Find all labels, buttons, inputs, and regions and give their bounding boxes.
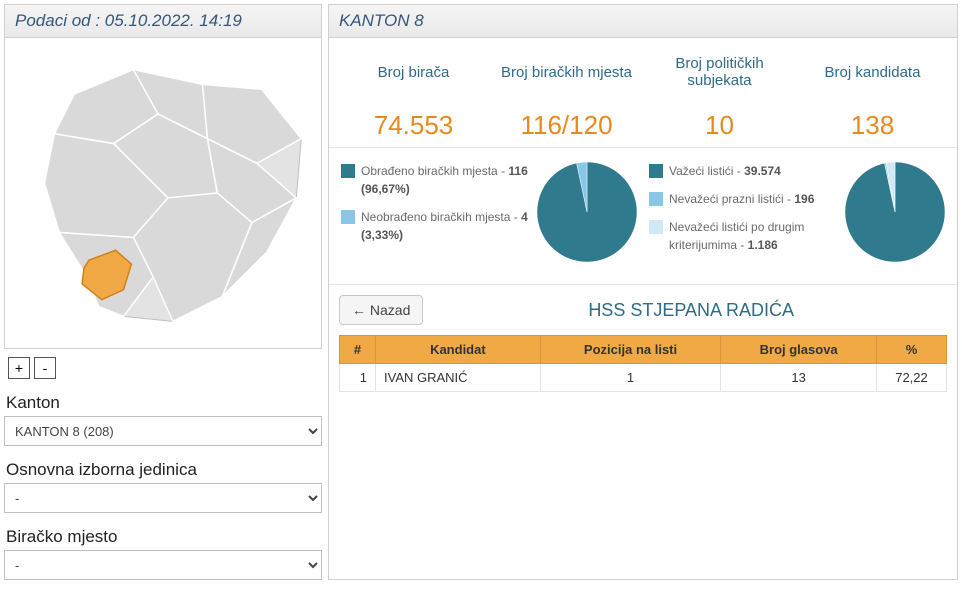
bosnia-map-svg <box>5 38 321 348</box>
kanton-label: Kanton <box>6 393 322 413</box>
legend-item: Obrađeno biračkih mjesta - 116 (96,67%) <box>341 162 529 198</box>
oij-label: Osnovna izborna jedinica <box>6 460 322 480</box>
cell-pos: 1 <box>540 364 721 392</box>
legend-text: Neobrađeno biračkih mjesta - 4 (3,33%) <box>361 208 529 244</box>
stat-value: 74.553 <box>337 110 490 141</box>
back-button-label: Nazad <box>370 302 410 318</box>
col-votes: Broj glasova <box>721 336 877 364</box>
table-row[interactable]: 1IVAN GRANIĆ11372,22 <box>340 364 947 392</box>
legend-text: Nevažeći listići po drugim kriterijumima… <box>669 218 837 254</box>
legend-item: Važeći listići - 39.574 <box>649 162 837 180</box>
candidate-table: # Kandidat Pozicija na listi Broj glasov… <box>339 335 947 392</box>
oij-select[interactable]: - <box>4 483 322 513</box>
stat-cell: Broj birača 74.553 <box>337 52 490 141</box>
bm-label: Biračko mjesto <box>6 527 322 547</box>
legend-swatch <box>649 192 663 206</box>
legend-swatch <box>649 220 663 234</box>
col-pct: % <box>877 336 947 364</box>
stat-value: 10 <box>643 110 796 141</box>
pie-ballots <box>845 162 945 262</box>
stat-cell: Broj političkih subjekata 10 <box>643 52 796 141</box>
legend-text: Nevažeći prazni listići - 196 <box>669 190 814 208</box>
legend-text: Obrađeno biračkih mjesta - 116 (96,67%) <box>361 162 529 198</box>
legend-text: Važeći listići - 39.574 <box>669 162 781 180</box>
region-header: KANTON 8 <box>329 5 957 38</box>
legend-item: Neobrađeno biračkih mjesta - 4 (3,33%) <box>341 208 529 244</box>
data-timestamp-header: Podaci od : 05.10.2022. 14:19 <box>5 5 321 38</box>
legend-item: Nevažeći listići po drugim kriterijumima… <box>649 218 837 254</box>
legend-swatch <box>341 164 355 178</box>
legend-swatch <box>341 210 355 224</box>
col-pos: Pozicija na listi <box>540 336 721 364</box>
party-title: HSS STJEPANA RADIĆA <box>435 300 947 321</box>
bm-select[interactable]: - <box>4 550 322 580</box>
chart-ballots: Važeći listići - 39.574 Nevažeći prazni l… <box>649 162 945 264</box>
stat-cell: Broj biračkih mjesta 116/120 <box>490 52 643 141</box>
col-num: # <box>340 336 376 364</box>
stats-row: Broj birača 74.553Broj biračkih mjesta 116… <box>329 38 957 148</box>
zoom-out-button[interactable]: - <box>34 357 56 379</box>
zoom-in-button[interactable]: + <box>8 357 30 379</box>
stat-value: 138 <box>796 110 949 141</box>
cell-votes: 13 <box>721 364 877 392</box>
stat-value: 116/120 <box>490 110 643 141</box>
back-button[interactable]: ← Nazad <box>339 295 423 325</box>
col-name: Kandidat <box>376 336 541 364</box>
map-area[interactable] <box>5 38 321 348</box>
cell-pct: 72,22 <box>877 364 947 392</box>
chart-processed-places: Obrađeno biračkih mjesta - 116 (96,67%) N… <box>341 162 637 264</box>
zoom-controls: + - <box>4 353 322 379</box>
table-header-row: # Kandidat Pozicija na listi Broj glasov… <box>340 336 947 364</box>
charts-row: Obrađeno biračkih mjesta - 116 (96,67%) N… <box>329 148 957 285</box>
cell-name: IVAN GRANIĆ <box>376 364 541 392</box>
stat-label: Broj birača <box>337 52 490 92</box>
stat-label: Broj političkih subjekata <box>643 52 796 92</box>
legend-swatch <box>649 164 663 178</box>
stat-label: Broj biračkih mjesta <box>490 52 643 92</box>
arrow-left-icon: ← <box>352 302 366 318</box>
kanton-select[interactable]: KANTON 8 (208) <box>4 416 322 446</box>
cell-num: 1 <box>340 364 376 392</box>
legend-item: Nevažeći prazni listići - 196 <box>649 190 837 208</box>
stat-cell: Broj kandidata 138 <box>796 52 949 141</box>
pie-processed-places <box>537 162 637 262</box>
stat-label: Broj kandidata <box>796 52 949 92</box>
